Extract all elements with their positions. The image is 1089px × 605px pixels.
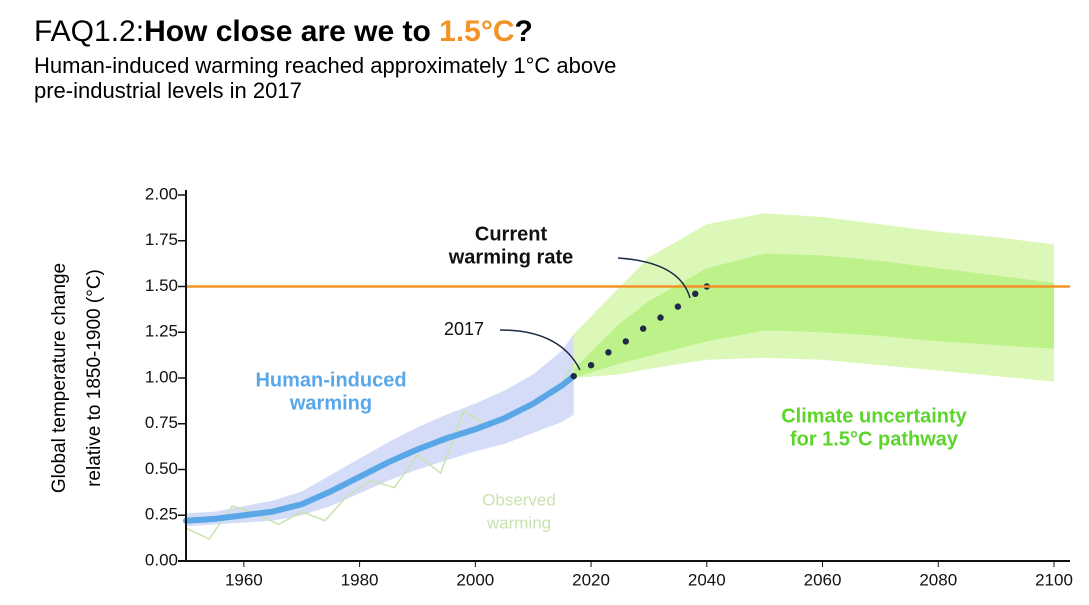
y-tick-label: 0.50 xyxy=(145,459,178,478)
y-axis-label: Global temperature change xyxy=(49,263,70,493)
rate-dot xyxy=(657,314,664,321)
title-highlight: 1.5°C xyxy=(439,15,514,48)
rate-dot xyxy=(570,372,577,380)
y-tick-label: 1.75 xyxy=(145,230,178,249)
annotation: Human-induced xyxy=(255,369,406,391)
rate-dot xyxy=(605,349,612,356)
rate-dot xyxy=(587,361,595,369)
y-tick-label: 0.25 xyxy=(145,505,178,524)
rate-dot xyxy=(692,290,699,298)
y-tick-label: 1.25 xyxy=(145,322,178,341)
annotation: Observed xyxy=(482,490,556,509)
y-axis-label: relative to 1850-1900 (°C) xyxy=(84,269,105,487)
x-tick-label: 1960 xyxy=(225,570,263,589)
subtitle: Human-induced warming reached approximat… xyxy=(34,53,616,78)
subtitle: pre-industrial levels in 2017 xyxy=(34,78,302,103)
annotation: 2017 xyxy=(444,319,484,339)
arrow xyxy=(499,329,581,371)
annotation: Climate uncertainty xyxy=(781,405,967,427)
x-tick-label: 2020 xyxy=(572,570,610,589)
rate-dot xyxy=(622,338,629,345)
x-tick-label: 1980 xyxy=(341,570,379,589)
title-main: How close are we to xyxy=(144,15,439,48)
chart-title: FAQ1.2:How close are we to 1.5°C? xyxy=(34,15,533,48)
annotation: warming rate xyxy=(448,246,573,268)
x-tick-label: 2080 xyxy=(919,570,957,589)
human-line xyxy=(183,373,577,524)
title-suffix: ? xyxy=(515,15,533,48)
y-tick-label: 1.50 xyxy=(145,276,178,295)
annotation: warming xyxy=(289,392,372,414)
x-tick-label: 2040 xyxy=(688,570,726,589)
title-prefix: FAQ1.2: xyxy=(34,15,144,48)
y-tick-label: 1.00 xyxy=(145,367,178,386)
annotation: for 1.5°C pathway xyxy=(790,428,959,450)
rate-dot xyxy=(639,325,647,332)
annotation: warming xyxy=(486,513,551,532)
y-tick-label: 0.75 xyxy=(145,413,178,432)
annotation: Current xyxy=(475,223,548,245)
x-tick-label: 2000 xyxy=(456,570,494,589)
x-tick-label: 2060 xyxy=(804,570,842,589)
rate-dot xyxy=(674,303,682,310)
human-band xyxy=(186,334,574,527)
y-tick-label: 2.00 xyxy=(145,184,178,203)
y-tick-label: 0.00 xyxy=(145,550,178,569)
uncertainty-inner xyxy=(573,253,1054,378)
arrow xyxy=(617,257,691,299)
x-tick-label: 2100 xyxy=(1035,570,1073,589)
